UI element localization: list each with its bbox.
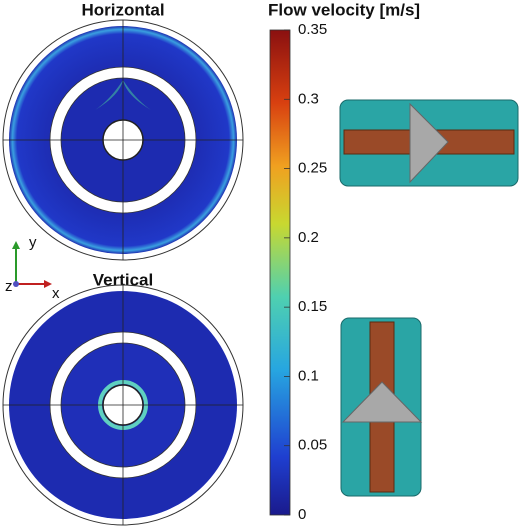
tick-label: 0.2: [298, 229, 319, 246]
cone: [409, 102, 449, 184]
x-arrow-head: [44, 280, 52, 288]
cone: [341, 381, 423, 423]
axis-label: z: [5, 278, 13, 295]
tick-label: 0.3: [298, 90, 319, 107]
panel-title: Vertical: [93, 270, 154, 289]
vertical-panel: Vertical: [2, 270, 244, 526]
colorbar: [269, 29, 291, 516]
z-dot: [13, 281, 19, 287]
panel-title: Horizontal: [81, 0, 164, 19]
horizontal-panel: Horizontal: [2, 0, 244, 261]
tick-label: 0.1: [298, 367, 319, 384]
colorbar-ticks: 0 0.05 0.1 0.15 0.2 0.25 0.3 0.35: [284, 21, 327, 523]
y-arrow-head: [12, 241, 20, 249]
tick-label: 0.05: [298, 437, 327, 454]
tick-label: 0: [298, 506, 306, 523]
tick-label: 0.15: [298, 298, 327, 315]
axis-label: x: [52, 285, 60, 302]
horizontal-geometry: [339, 99, 519, 187]
axes-triad: y z x: [5, 234, 60, 302]
tick-label: 0.25: [298, 160, 327, 177]
tick-label: 0.35: [298, 21, 327, 38]
vertical-geometry: [340, 317, 423, 497]
colorbar-title: Flow velocity [m/s]: [268, 0, 420, 19]
axis-label: y: [29, 234, 37, 251]
